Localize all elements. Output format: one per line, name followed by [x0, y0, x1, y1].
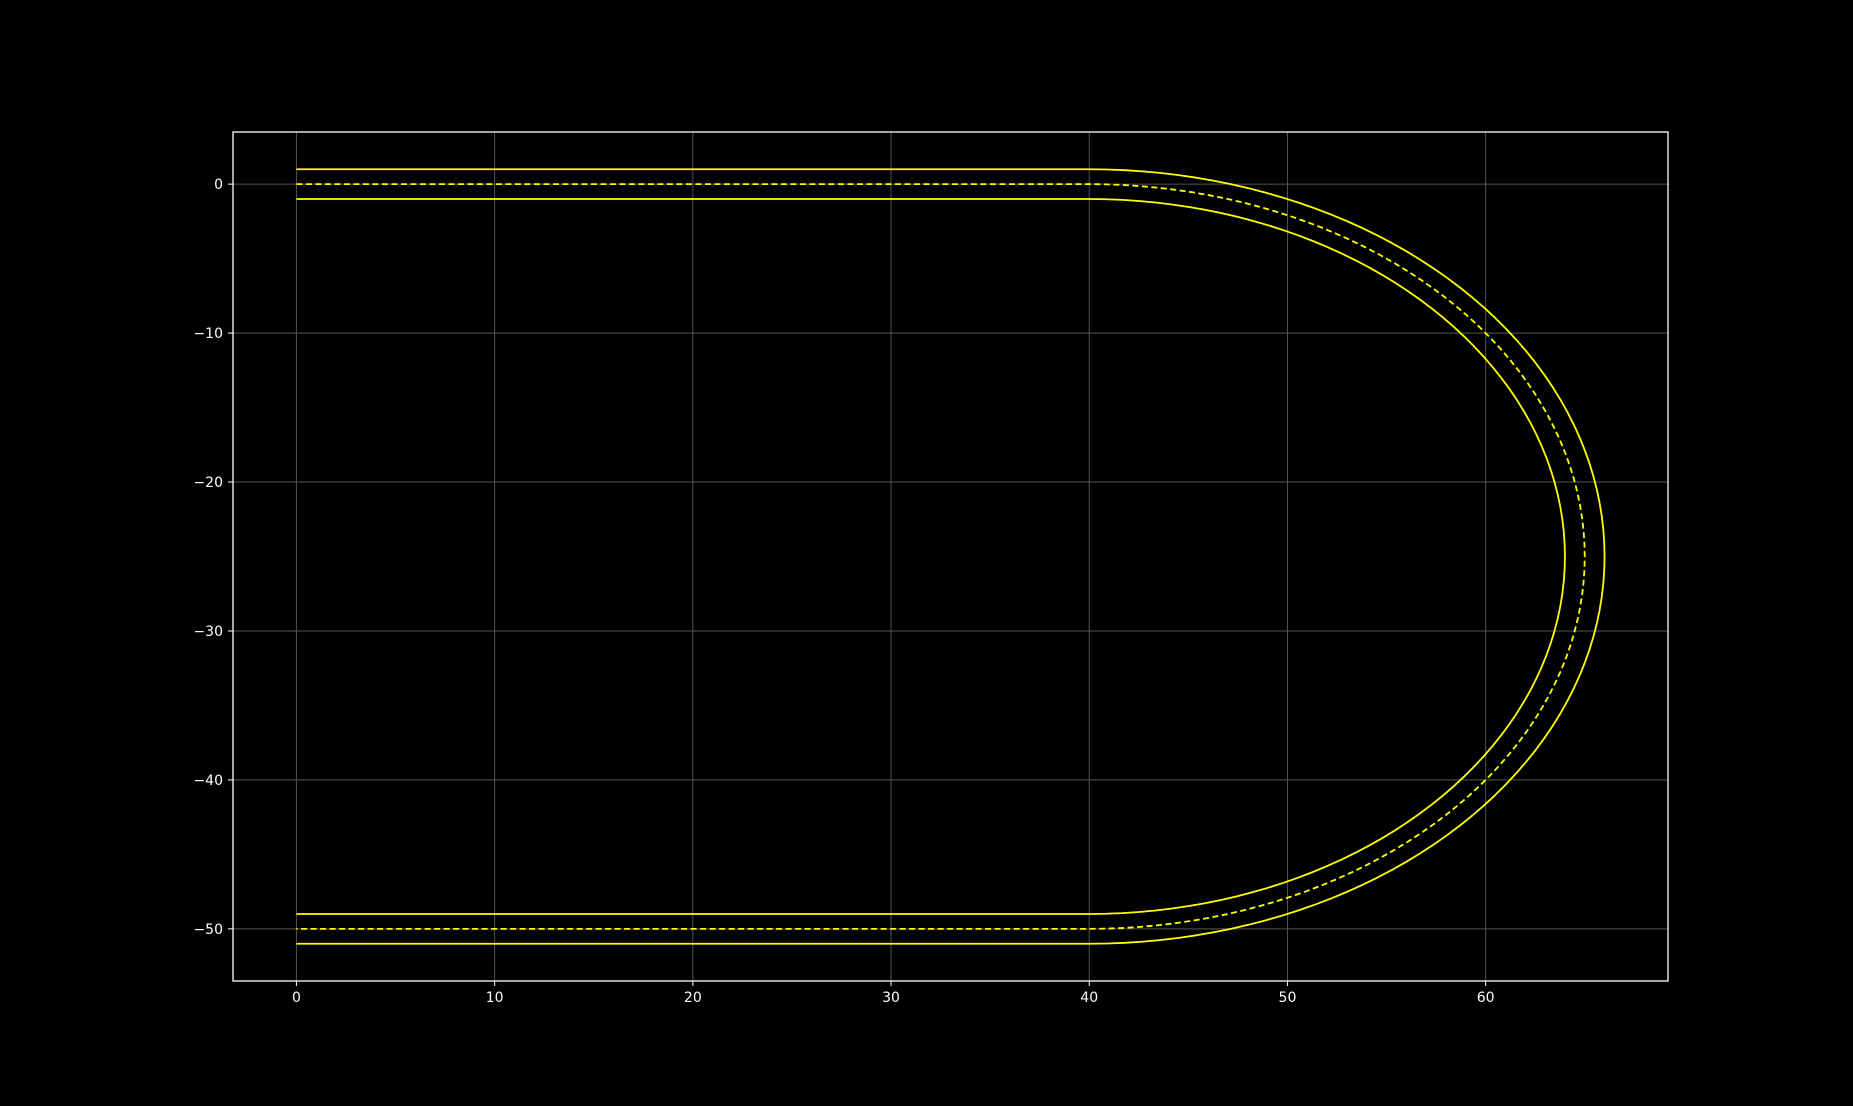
- y-tick-label: −50: [193, 922, 223, 938]
- x-tick-label: 10: [486, 990, 504, 1006]
- y-tick-label: 0: [214, 177, 223, 193]
- lane-edge-line: [296, 198, 1566, 915]
- x-tick-label: 20: [684, 990, 702, 1006]
- y-tick-label: −30: [193, 624, 223, 640]
- x-tick-label: 30: [882, 990, 900, 1006]
- axes-frame: [232, 131, 1669, 982]
- lane-edge-line: [296, 168, 1606, 945]
- x-tick-label: 50: [1279, 990, 1297, 1006]
- y-tick-label: −20: [193, 475, 223, 491]
- x-tick-label: 0: [292, 990, 301, 1006]
- series-layer: [296, 168, 1606, 945]
- x-tick-label: 60: [1477, 990, 1495, 1006]
- y-tick-label: −40: [193, 773, 223, 789]
- tick-layer: 0 10 20 30 40 50 60 0 −10 −20 −30 −40 −50: [193, 177, 1494, 1006]
- y-tick-label: −10: [193, 326, 223, 342]
- lane-centerline-dashed: [296, 183, 1586, 930]
- x-tick-label: 40: [1080, 990, 1098, 1006]
